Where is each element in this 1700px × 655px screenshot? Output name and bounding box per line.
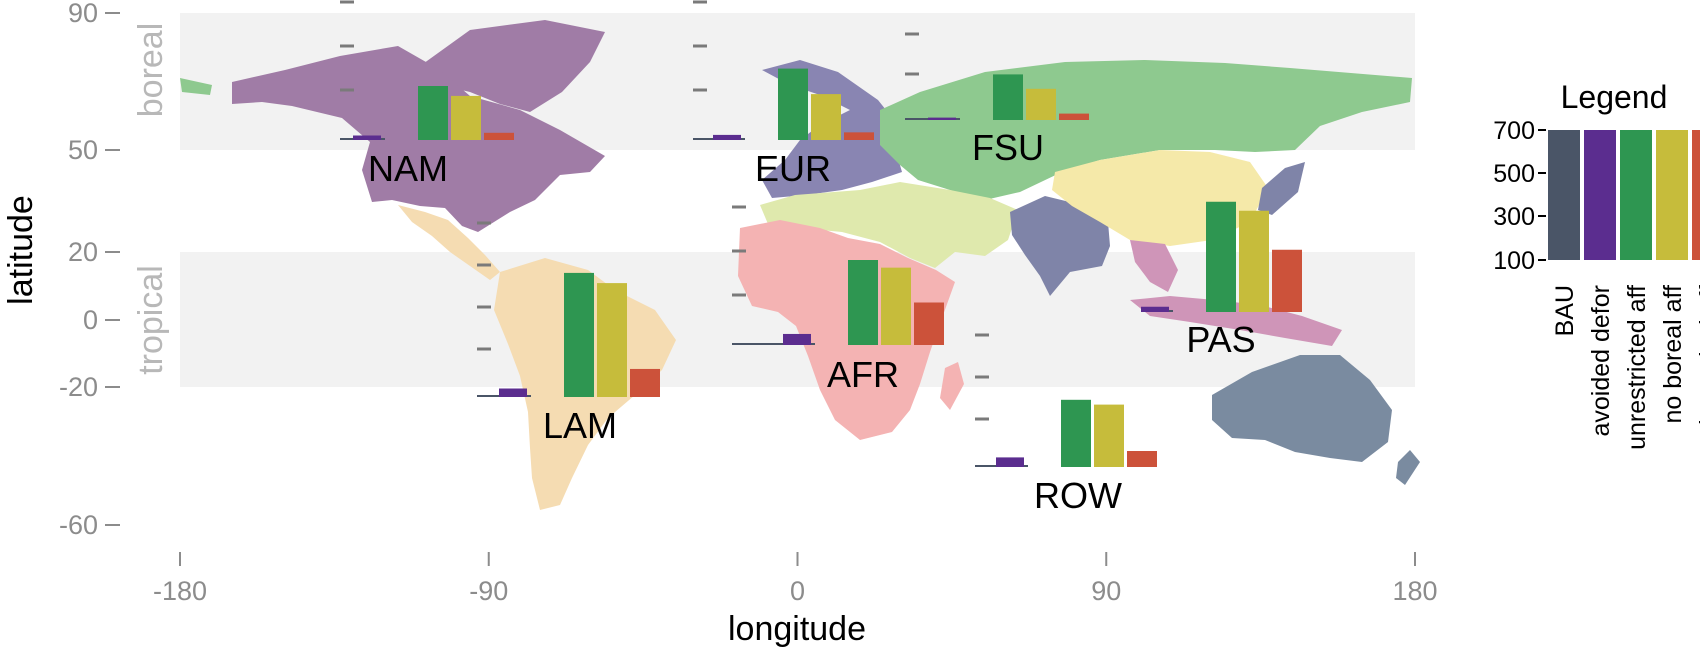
legend-category-label: only tropical aff xyxy=(1695,285,1700,453)
legend: Legend 700 500 300 100 BAU avoided defor unres… xyxy=(1493,79,1700,453)
bar-row-no-boreal-aff xyxy=(1094,404,1124,467)
landmass-indonesia xyxy=(1130,296,1342,346)
axes: 90 50 20 0 -20 -60 -180 -90 0 90 180 xyxy=(59,0,1438,606)
bar-eur-only-tropical-aff xyxy=(844,132,874,140)
legend-swatch-no-boreal-aff xyxy=(1656,130,1688,260)
bar-nam-only-tropical-aff xyxy=(484,132,514,140)
bar-afr-unrestricted-aff xyxy=(848,260,878,345)
landmass-greenland xyxy=(420,20,605,112)
bar-pas-only-tropical-aff xyxy=(1272,249,1302,312)
bar-eur-no-boreal-aff xyxy=(811,94,841,140)
region-glyph-nam: NAM xyxy=(340,0,514,189)
y-tick-label: 90 xyxy=(68,0,98,28)
x-axis-title: longitude xyxy=(728,610,866,648)
bar-nam-avoided-defor xyxy=(353,135,381,140)
region-label-fsu: FSU xyxy=(972,127,1044,168)
bar-pas-unrestricted-aff xyxy=(1206,201,1236,312)
bar-row-unrestricted-aff xyxy=(1061,399,1091,467)
bar-eur-unrestricted-aff xyxy=(778,68,808,140)
x-tick-label: 180 xyxy=(1392,576,1437,606)
region-label-nam: NAM xyxy=(368,148,448,189)
region-label-lam: LAM xyxy=(543,405,617,446)
legend-category-label: unrestricted aff xyxy=(1623,285,1651,450)
region-glyph-afr: AFR xyxy=(732,205,944,395)
bar-fsu-unrestricted-aff xyxy=(993,74,1023,120)
bar-pas-avoided-defor xyxy=(1141,306,1169,312)
legend-tick-label: 300 xyxy=(1493,203,1535,231)
x-tick-label: 0 xyxy=(790,576,805,606)
bar-fsu-no-boreal-aff xyxy=(1026,88,1056,120)
landmass-mena xyxy=(760,182,1018,268)
legend-tick-label: 700 xyxy=(1493,117,1535,145)
bar-eur-avoided-defor xyxy=(713,134,741,140)
bar-row-only-tropical-aff xyxy=(1127,451,1157,467)
bar-fsu-avoided-defor xyxy=(928,117,956,120)
legend-tick-label: 500 xyxy=(1493,160,1535,188)
bar-afr-only-tropical-aff xyxy=(914,302,944,345)
landmass-south-asia xyxy=(1010,196,1110,296)
y-tick-label: 20 xyxy=(68,237,98,267)
landmass-new-zealand xyxy=(1396,450,1420,485)
region-glyph-lam: LAM xyxy=(477,221,660,446)
band-label-boreal: boreal xyxy=(132,23,170,118)
legend-swatch-BAU xyxy=(1548,130,1580,260)
legend-category-label: BAU xyxy=(1551,285,1579,336)
legend-swatch-unrestricted-aff xyxy=(1620,130,1652,260)
bar-nam-no-boreal-aff xyxy=(451,95,481,140)
landmass-central-america xyxy=(398,205,500,280)
y-tick-label: -20 xyxy=(59,372,98,402)
y-axis-title: latitude xyxy=(2,195,40,305)
legend-tick-label: 100 xyxy=(1493,247,1535,275)
region-label-row: ROW xyxy=(1034,475,1122,516)
region-glyph-row: ROW xyxy=(975,333,1157,516)
x-tick-label: -90 xyxy=(469,576,508,606)
bar-pas-no-boreal-aff xyxy=(1239,210,1269,312)
region-glyphs: NAM EUR FSU LAM AFR PAS ROW xyxy=(340,0,1302,516)
legend-swatch-only-tropical-aff xyxy=(1692,130,1700,260)
landmass-se-asia xyxy=(1130,240,1178,292)
y-tick-label: -60 xyxy=(59,510,98,540)
bar-lam-no-boreal-aff xyxy=(597,283,627,397)
bar-row-avoided-defor xyxy=(996,457,1024,467)
bar-afr-no-boreal-aff xyxy=(881,267,911,345)
region-label-afr: AFR xyxy=(827,354,899,395)
landmass-chukotka xyxy=(180,78,212,95)
legend-swatch-avoided-defor xyxy=(1584,130,1616,260)
bar-lam-only-tropical-aff xyxy=(630,368,660,397)
y-tick-label: 50 xyxy=(68,135,98,165)
legend-category-label: no boreal aff xyxy=(1659,285,1687,424)
bar-nam-unrestricted-aff xyxy=(418,86,448,140)
legend-category-label: avoided defor xyxy=(1587,285,1615,437)
x-tick-label: 90 xyxy=(1091,576,1121,606)
y-tick-label: 0 xyxy=(83,305,98,335)
region-label-pas: PAS xyxy=(1186,319,1255,360)
band-label-tropical: tropical xyxy=(132,265,170,375)
region-glyph-pas: PAS xyxy=(1141,201,1302,360)
legend-title: Legend xyxy=(1561,79,1668,115)
bar-fsu-only-tropical-aff xyxy=(1059,113,1089,120)
region-glyph-eur: EUR xyxy=(693,0,874,189)
bar-lam-avoided-defor xyxy=(499,388,527,397)
landmass-australia xyxy=(1212,355,1392,462)
bar-afr-avoided-defor xyxy=(783,333,811,345)
region-label-eur: EUR xyxy=(755,148,831,189)
landmass-japan xyxy=(1258,162,1305,215)
region-glyph-fsu: FSU xyxy=(905,32,1089,168)
x-tick-label: -180 xyxy=(153,576,207,606)
bar-lam-unrestricted-aff xyxy=(564,272,594,397)
landmass-madagascar xyxy=(940,362,964,410)
